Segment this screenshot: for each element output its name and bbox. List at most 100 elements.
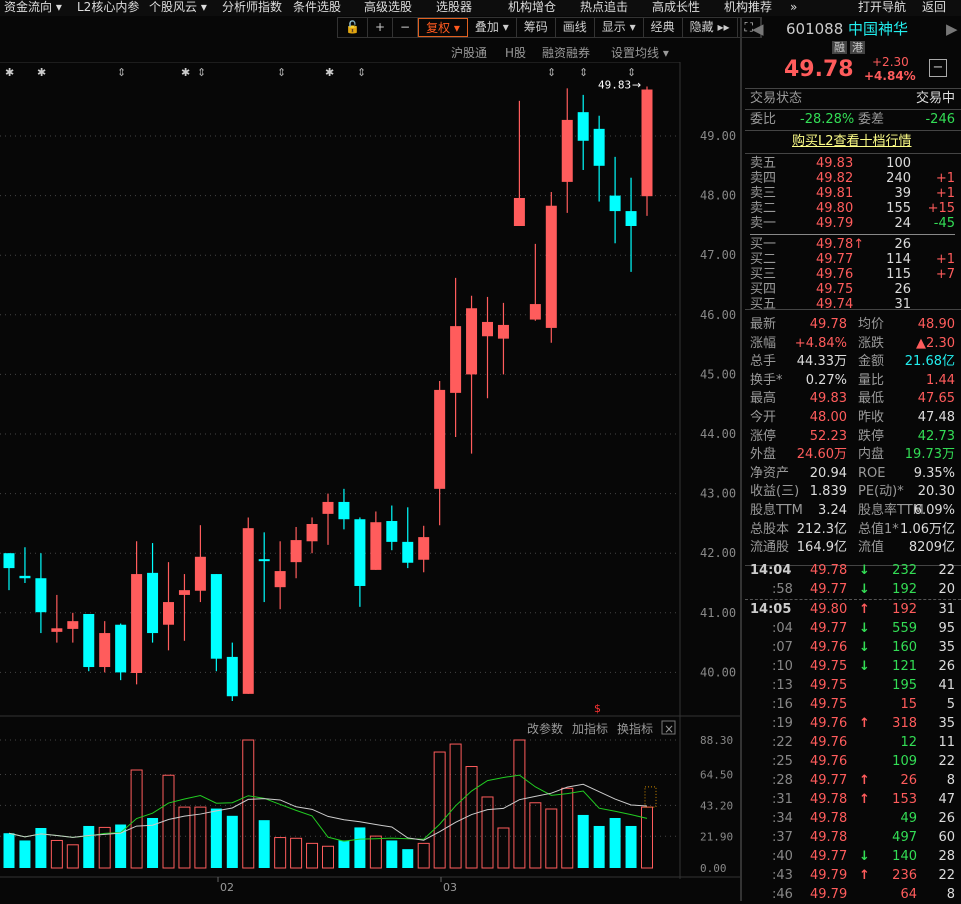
menu-item[interactable]: 打开导航 — [858, 0, 907, 14]
menu-item[interactable]: 机构增仓 — [508, 0, 557, 14]
menu-item[interactable]: 返回 — [922, 0, 947, 14]
candle — [274, 541, 286, 610]
info-marker-icon[interactable]: ⇕ — [547, 66, 556, 79]
stat-value: 24.60万 — [796, 447, 847, 463]
candle-body — [354, 519, 366, 586]
info-marker-icon[interactable]: ⇕ — [627, 66, 636, 79]
menu-item[interactable]: 选股器 — [436, 0, 473, 14]
down-arrow-icon: ↓ — [859, 621, 870, 636]
stat-row: 今开 48.00 昨收 47.48 — [750, 409, 955, 427]
level-delta: +1 — [935, 186, 955, 201]
overlay-dropdown[interactable]: 叠加 ▾ — [468, 18, 517, 37]
display-dropdown[interactable]: 显示 ▾ — [595, 18, 644, 37]
stat-label: PE(动)* — [858, 484, 904, 500]
menu-item[interactable]: 条件选股 — [293, 0, 342, 14]
tick-price: 49.76 — [810, 735, 848, 750]
candle — [450, 277, 462, 437]
lock-icon[interactable]: 🔓 — [338, 18, 368, 37]
candle-body — [51, 628, 63, 632]
down-arrow-icon: ↓ — [859, 563, 870, 578]
tick-count: 8 — [946, 887, 955, 902]
info-marker-icon[interactable]: ⇕ — [579, 66, 588, 79]
star-marker-icon[interactable]: ✱ — [181, 66, 190, 79]
volume-bar — [449, 743, 462, 869]
hugutong-button[interactable]: 沪股通 — [451, 46, 488, 60]
star-marker-icon[interactable]: ✱ — [325, 66, 334, 79]
menu-item[interactable]: 高级选股 — [364, 0, 413, 14]
candle — [178, 574, 190, 641]
info-marker-icon[interactable]: ⇕ — [277, 66, 286, 79]
fullscreen-icon[interactable]: ⛶ — [738, 18, 761, 37]
tick-price: 49.78 — [810, 811, 848, 826]
tick-row: :22 49.76 12 11 — [750, 734, 955, 752]
fuquan-dropdown[interactable]: 复权 ▾ — [418, 18, 468, 37]
next-stock-icon[interactable]: ▶ — [946, 20, 958, 38]
add-indicator-button[interactable]: 加指标 — [572, 721, 608, 736]
star-marker-icon[interactable]: ✱ — [37, 66, 46, 79]
menu-item[interactable]: 分析师指数 — [222, 0, 283, 14]
tick-volume: 497 — [892, 830, 917, 845]
tick-volume: 49 — [900, 811, 917, 826]
stat-value: 9.35% — [913, 465, 955, 481]
hide-button[interactable]: 隐藏 ▸▸ — [683, 18, 738, 37]
weicha-value: -246 — [925, 112, 955, 127]
chips-button[interactable]: 筹码 — [517, 18, 556, 37]
menu-item[interactable]: 热点追击 — [580, 0, 629, 14]
volume-bar — [19, 840, 31, 868]
stat-value: 8209亿 — [908, 540, 955, 556]
tick-count: 20 — [938, 582, 955, 597]
classic-button[interactable]: 经典 — [644, 18, 683, 37]
order-level: 卖一 49.79 24 -45 — [750, 216, 955, 231]
menu-item[interactable]: 资金流向 ▾ — [4, 0, 62, 14]
tick-volume: 15 — [900, 697, 917, 712]
volume-bar — [417, 842, 430, 869]
tick-time: :34 — [772, 811, 793, 826]
tick-price: 49.76 — [810, 716, 848, 731]
menu-item[interactable]: 机构推荐 — [724, 0, 773, 14]
set-ma-dropdown[interactable]: 设置均线 ▾ — [611, 46, 669, 60]
draw-line-button[interactable]: 画线 — [556, 18, 595, 37]
price-tick-label: 41.00 — [700, 606, 736, 620]
kline-chart[interactable]: 49.00 48.00 47.00 46.00 45.00 44.00 43.00 42.00… — [0, 62, 742, 901]
modify-params-button[interactable]: 改参数 — [527, 721, 563, 736]
candle-body — [434, 389, 446, 489]
price-change: +2.30 — [872, 55, 909, 69]
prev-stock-icon[interactable]: ◀ — [752, 20, 764, 38]
dividend-marker-icon[interactable]: $ — [594, 702, 601, 715]
info-marker-icon[interactable]: ⇕ — [197, 66, 206, 79]
level-volume: 26 — [894, 282, 911, 297]
tick-price: 49.78 — [810, 563, 848, 578]
stat-label: 换手* — [750, 372, 783, 388]
buy-l2-link[interactable]: 购买L2查看十档行情 — [792, 134, 912, 149]
zoom-out-button[interactable]: − — [393, 18, 419, 37]
switch-indicator-button[interactable]: 换指标 — [617, 721, 653, 736]
collapse-button[interactable]: − — [929, 59, 947, 77]
info-marker-icon[interactable]: ⇕ — [357, 66, 366, 79]
menu-item[interactable]: 个股风云 ▾ — [149, 0, 207, 14]
tick-price: 49.77 — [810, 621, 848, 636]
zoom-in-button[interactable]: + — [368, 18, 394, 37]
volume-bar — [3, 833, 15, 868]
order-level: 卖二 49.80 155 +15 — [750, 201, 955, 216]
candle — [83, 613, 95, 672]
volume-bar — [481, 796, 494, 869]
tick-price: 49.79 — [810, 887, 848, 902]
margin-trading-button[interactable]: 融资融券 — [542, 46, 591, 60]
candle-body — [210, 574, 222, 659]
menu-item[interactable]: 高成长性 — [652, 0, 701, 14]
info-marker-icon[interactable]: ⇕ — [117, 66, 126, 79]
candle-body — [402, 541, 414, 563]
candle — [306, 517, 318, 554]
volume-bar — [178, 806, 191, 869]
tick-row: :58 49.77 ↓ 192 20 — [750, 581, 955, 599]
menu-item[interactable]: L2核心内参 — [77, 0, 140, 14]
volume-bar — [83, 825, 95, 868]
star-marker-icon[interactable]: ✱ — [5, 66, 14, 79]
menu-item[interactable]: » — [790, 0, 798, 14]
chart-toolbar: 🔓 + − 复权 ▾ 叠加 ▾ 筹码 画线 显示 ▾ 经典 隐藏 ▸▸ ⛶ — [337, 17, 762, 38]
h-share-button[interactable]: H股 — [505, 46, 527, 60]
tick-row: :43 49.79 ↑ 236 22 — [750, 867, 955, 885]
order-level: 买二 49.77 114 +1 — [750, 252, 955, 267]
close-indicator-button[interactable]: × — [664, 722, 674, 736]
candle — [354, 517, 366, 607]
